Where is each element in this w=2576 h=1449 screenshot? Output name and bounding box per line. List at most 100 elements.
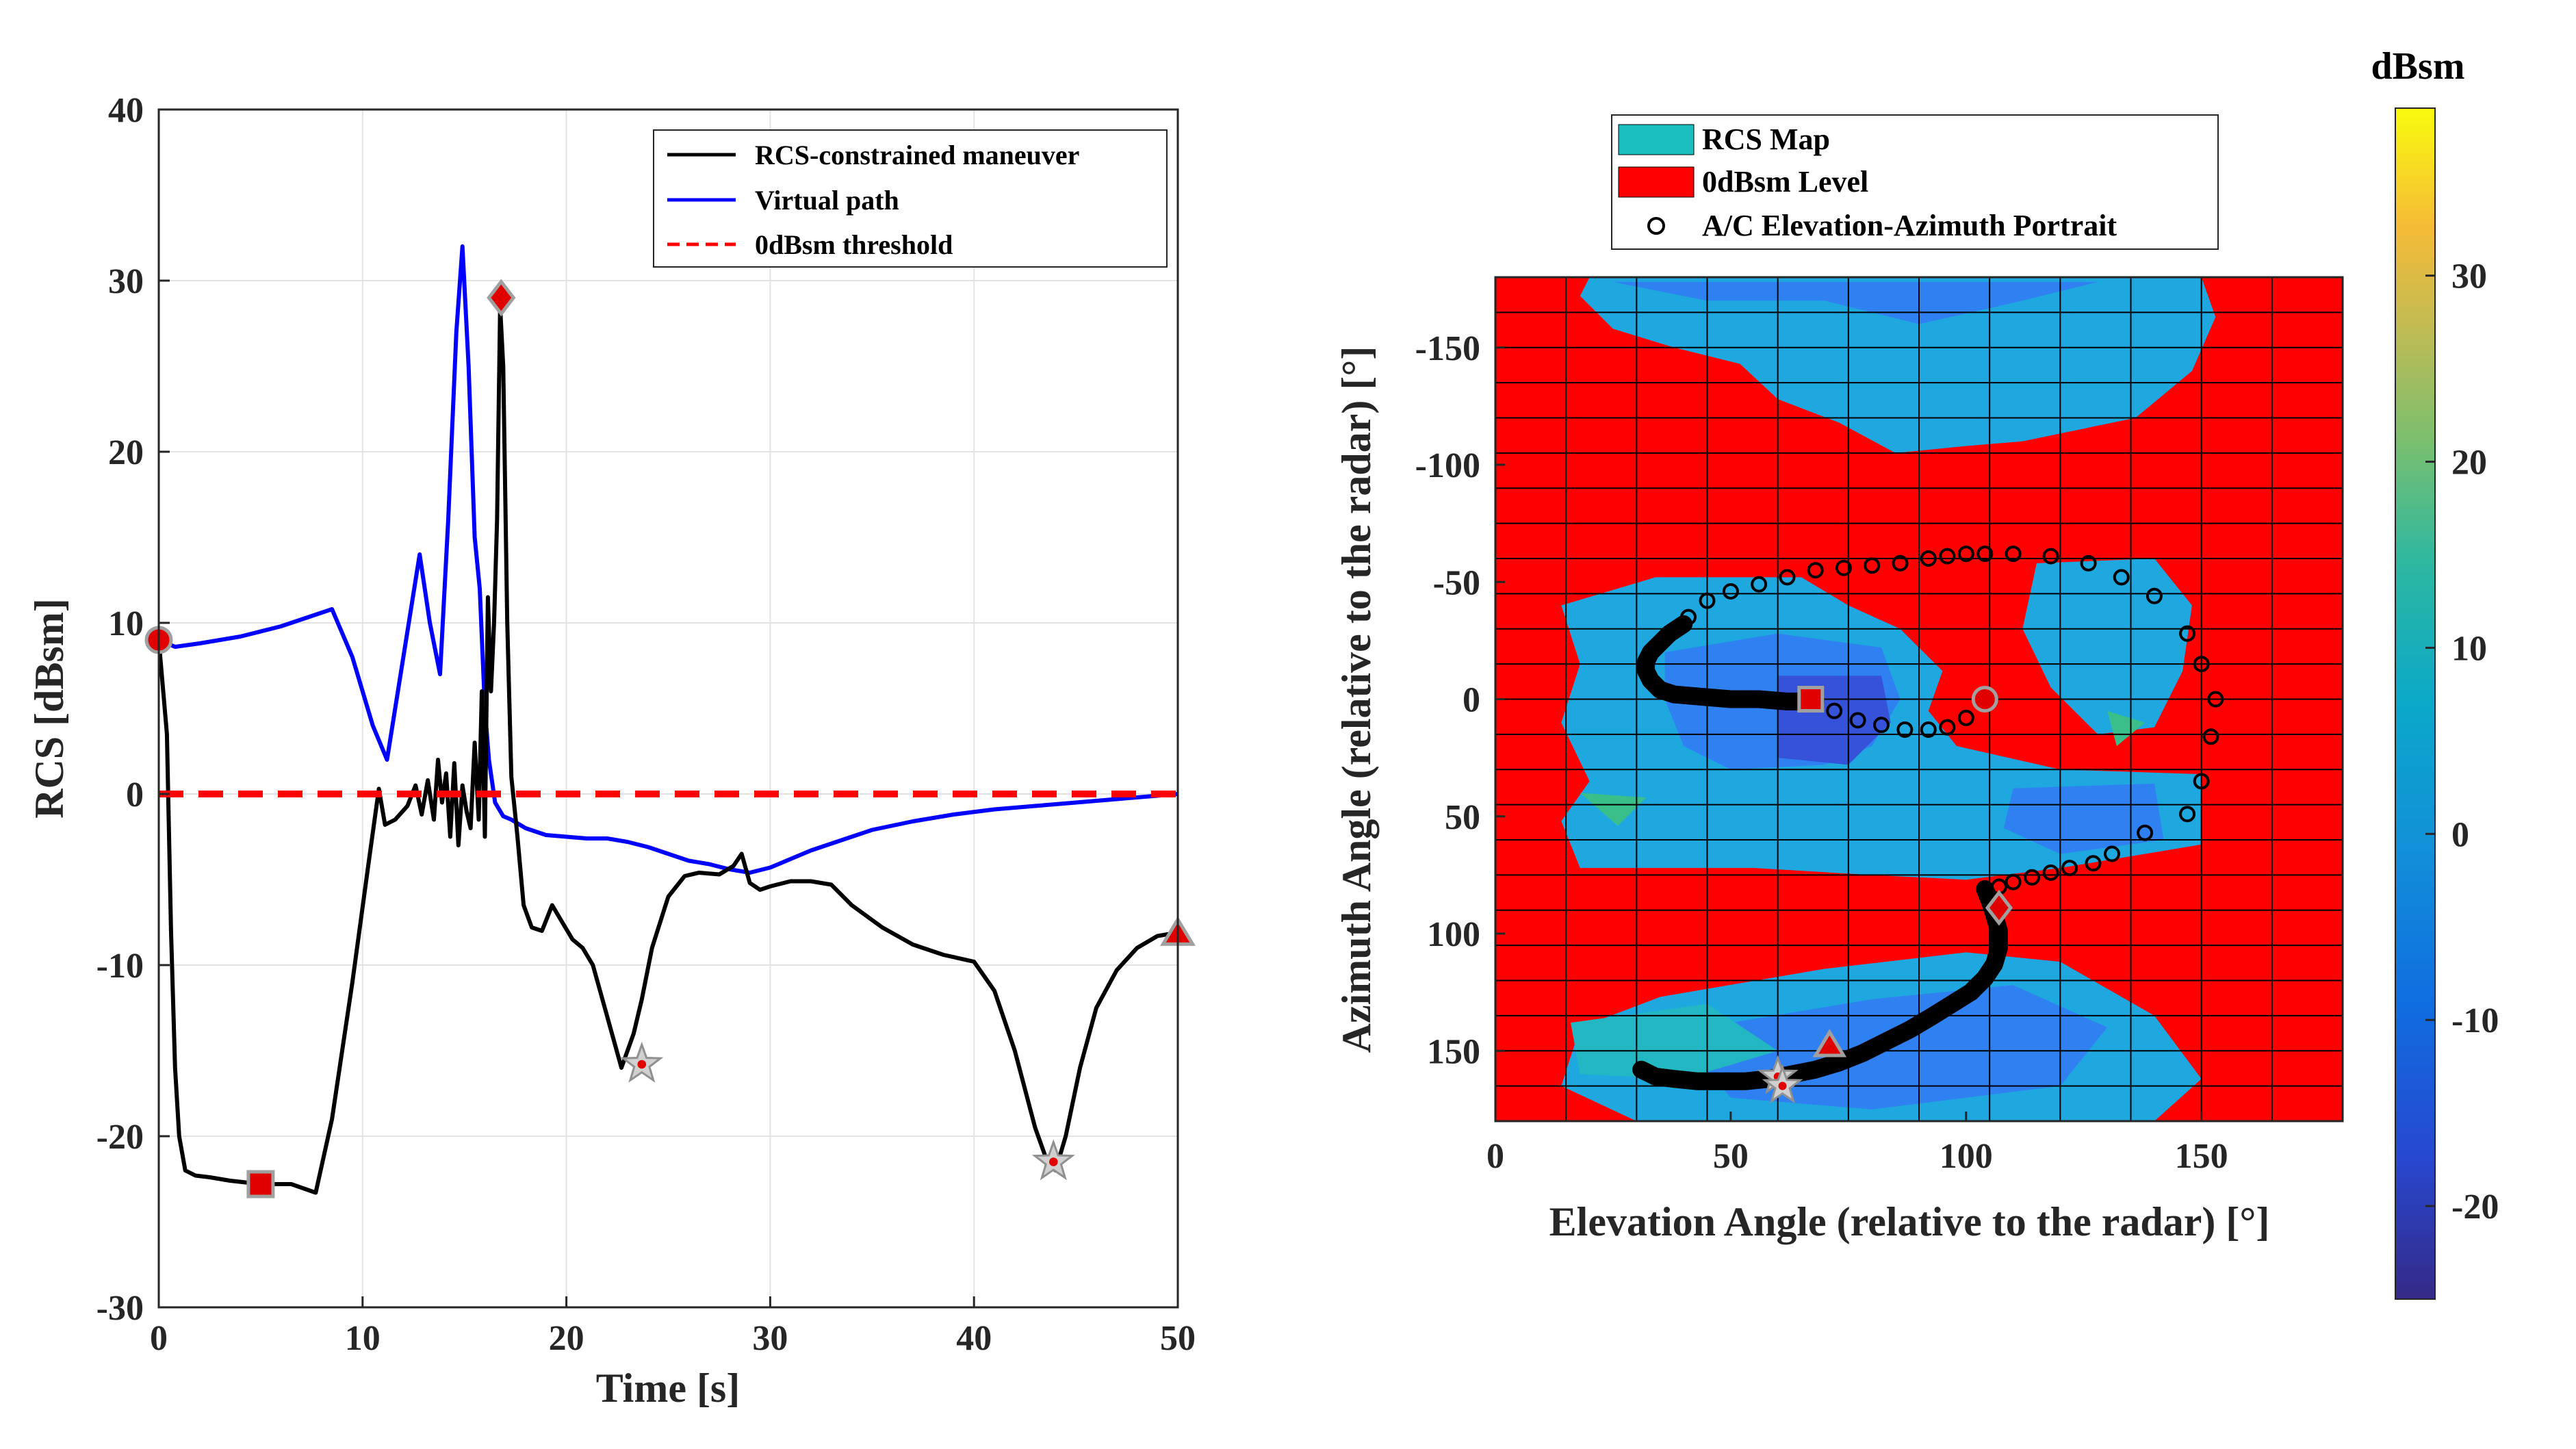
right-x-tick-label: 100: [1940, 1137, 1993, 1176]
portrait-point: [2137, 824, 2154, 841]
right-legend: RCS Map 0dBsm Level A/C Elevation-Azimut…: [1611, 114, 2219, 250]
colorbar-title: dBsm: [2371, 45, 2465, 88]
portrait-point: [2202, 728, 2219, 745]
portrait-point: [1807, 562, 1824, 579]
legend-label-threshold: 0dBsm threshold: [755, 229, 953, 260]
portrait-point: [2042, 548, 2059, 565]
portrait-dense-trail-upper: [1637, 615, 1825, 710]
left-x-tick-label: 50: [1160, 1319, 1196, 1358]
left-y-tick-label: 30: [108, 262, 144, 301]
left-legend-box: [653, 129, 1168, 268]
left-x-axis-title: Time [s]: [596, 1365, 740, 1411]
portrait-point: [2080, 554, 2097, 572]
right-legend-box: [1611, 114, 2219, 250]
portrait-point: [2103, 845, 2120, 862]
portrait-point: [2061, 860, 2078, 877]
left-x-tick-label: 20: [549, 1319, 584, 1358]
legend-label-rcs-map: RCS Map: [1702, 123, 1830, 156]
left-x-tick-label: 0: [150, 1319, 168, 1358]
right-y-tick-label: -100: [1415, 446, 1480, 485]
portrait-point: [1939, 548, 1956, 565]
portrait-point: [1779, 569, 1796, 586]
left-y-tick-label: -20: [96, 1118, 144, 1157]
colorbar-tick-label: 20: [2451, 444, 2487, 483]
left-series-group: [159, 244, 1178, 1195]
rcs-region-teal-9: [1571, 1003, 1778, 1079]
colorbar-tick-label: 10: [2451, 629, 2487, 668]
right-marker-triangle-5: [1812, 1029, 1847, 1057]
portrait-point: [2042, 864, 2059, 881]
left-y-tick-label: 0: [126, 775, 144, 815]
left-marker-star-3-center: [637, 1060, 647, 1069]
portrait-point: [1939, 719, 1956, 736]
colorbar-gradient: [2395, 107, 2436, 1300]
portrait-point: [2193, 656, 2210, 673]
legend-label-virtual-path: Virtual path: [755, 185, 899, 216]
right-ticks-group: 0 50 100 150 -150 -100 -50 0 50 100 150: [1415, 329, 2228, 1176]
left-marker-star-4-center: [1049, 1157, 1058, 1166]
portrait-point: [2024, 869, 2041, 886]
rcs-region-light_blue-0: [1580, 277, 2216, 453]
right-y-tick-label: 100: [1427, 915, 1480, 954]
portrait-point: [1864, 557, 1881, 574]
colorbar: dBsm -20 -10 0 10 20 30: [2371, 45, 2499, 1300]
portrait-point: [2005, 546, 2022, 563]
portrait-point: [1957, 546, 1974, 563]
right-x-tick-label: 0: [1486, 1137, 1504, 1176]
right-markers-group: [1757, 686, 2013, 1104]
left-markers-group: [144, 279, 1196, 1198]
portrait-point: [1872, 717, 1890, 734]
right-x-tick-label: 50: [1713, 1137, 1749, 1176]
portrait-point: [1920, 550, 1937, 567]
legend-swatch-0dbsm-level: [1618, 166, 1695, 198]
portrait-point: [1892, 554, 1909, 572]
portrait-point: [1699, 592, 1716, 609]
portrait-point: [2179, 806, 2196, 823]
left-y-tick-label: 40: [108, 91, 144, 130]
left-x-tick-label: 40: [956, 1319, 992, 1358]
right-y-axis-title: Azimuth Angle (relative to the radar) [°…: [1334, 346, 1379, 1053]
portrait-point: [1751, 576, 1768, 593]
left-axes-background: [159, 110, 1178, 1307]
portrait-point: [1722, 582, 1739, 600]
portrait-point: [2207, 691, 2224, 708]
left-x-tick-label: 10: [345, 1319, 381, 1358]
portrait-point: [2179, 625, 2196, 642]
rcs-region-blue-1: [1612, 281, 2098, 324]
portrait-point: [2193, 773, 2210, 790]
rcs-constrained-maneuver-line: [159, 304, 1178, 1195]
legend-label-portrait: A/C Elevation-Azimuth Portrait: [1702, 209, 2117, 242]
left-y-tick-label: -10: [96, 947, 144, 986]
portrait-point: [2085, 855, 2102, 872]
portrait-point: [1826, 702, 1843, 719]
portrait-point: [1835, 559, 1852, 576]
right-y-tick-label: -50: [1433, 563, 1480, 602]
portrait-point: [1957, 709, 1974, 726]
rcs-region-blue-6: [2003, 783, 2164, 854]
left-axes-box: [157, 108, 1179, 1309]
colorbar-tick-label: -20: [2451, 1188, 2499, 1227]
rcs-time-plot: 0 10 20 30 40 50 -30 -20 -10 0 10 20 30 40 Time [s] R…: [27, 91, 1196, 1411]
portrait-markers-group: [1632, 546, 2224, 1090]
right-y-tick-label: 0: [1463, 681, 1480, 720]
right-y-tick-label: 50: [1445, 798, 1480, 837]
right-x-axis-title: Elevation Angle (relative to the radar) …: [1549, 1199, 2270, 1244]
left-y-axis-title: RCS [dBsm]: [27, 598, 72, 819]
portrait-point: [2005, 873, 2022, 890]
portrait-point: [1976, 546, 1994, 563]
legend-label-0dbsm-level: 0dBsm Level: [1702, 165, 1868, 198]
rcs-region-green-10: [1580, 793, 1647, 826]
right-y-tick-label: -150: [1415, 329, 1480, 368]
left-x-tick-label: 30: [752, 1319, 788, 1358]
right-marker-star-4-center: [1778, 1081, 1787, 1090]
colorbar-tick-label: 30: [2451, 257, 2487, 296]
portrait-point: [1849, 712, 1866, 729]
portrait-point: [2113, 569, 2130, 586]
right-x-tick-label: 150: [2175, 1137, 2228, 1176]
left-y-tick-label: 10: [108, 604, 144, 643]
legend-label-rcs-constrained: RCS-constrained maneuver: [755, 140, 1079, 170]
left-marker-diamond-2: [487, 279, 516, 317]
portrait-point: [1896, 721, 1914, 739]
rcs-region-green-11: [2107, 710, 2146, 746]
